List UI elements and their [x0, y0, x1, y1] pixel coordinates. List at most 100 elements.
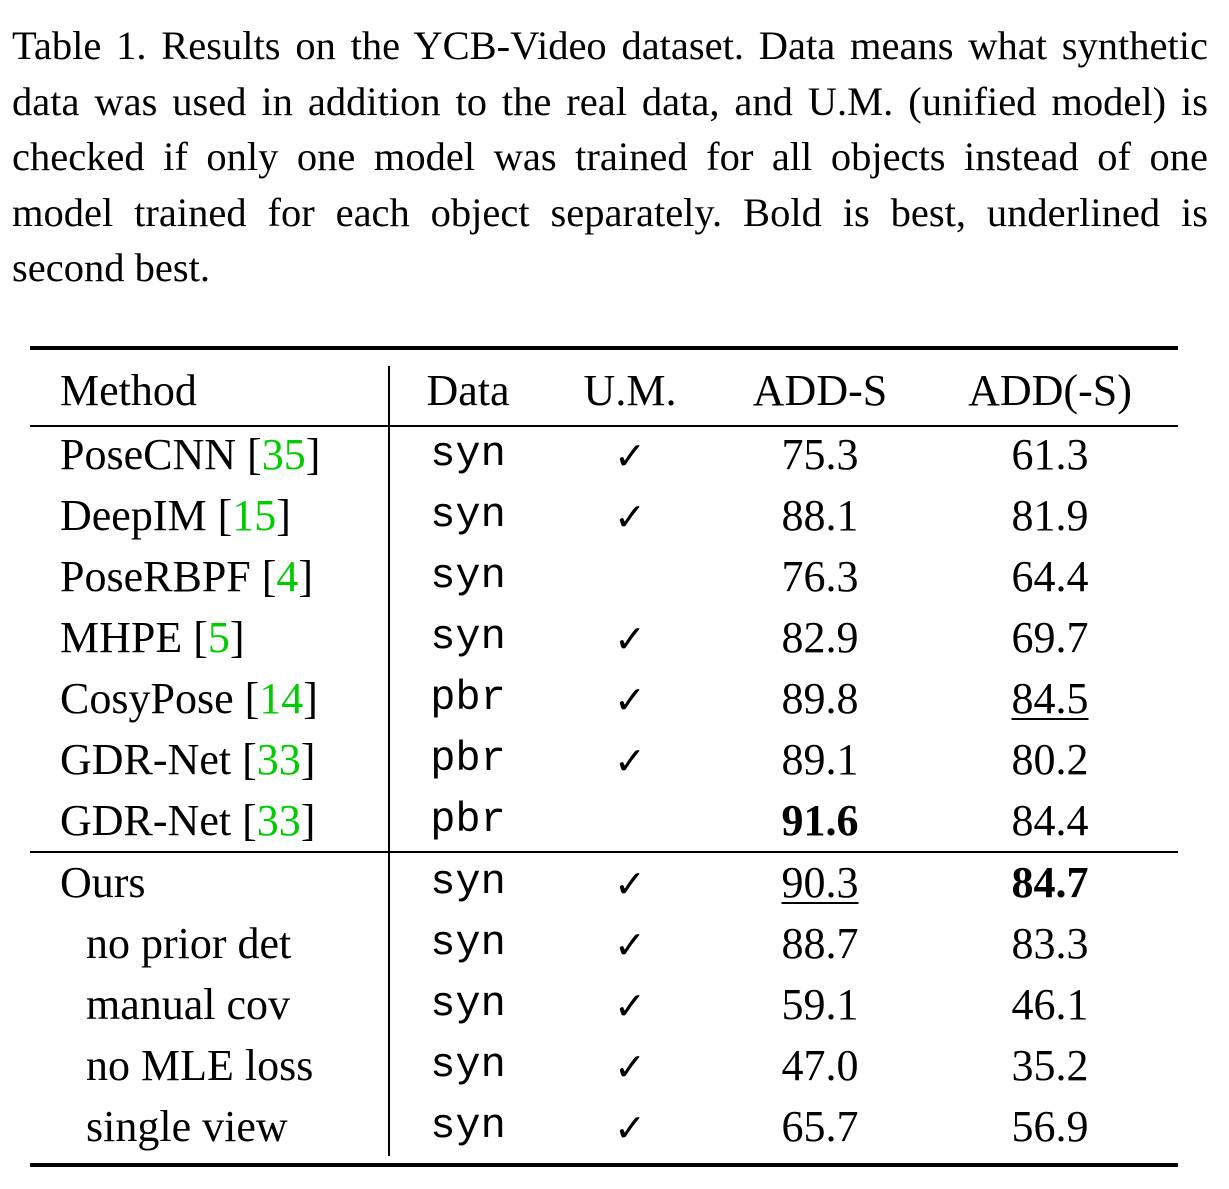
- um-cell: ✓: [570, 424, 690, 487]
- um-cell: ✓: [570, 607, 690, 670]
- header-rule: [30, 425, 1178, 427]
- table-row: single view syn ✓ 65.7 56.9: [30, 1096, 1178, 1157]
- table-row: no prior det syn ✓ 88.7 83.3: [30, 913, 1178, 974]
- table-row: GDR-Net [33] pbr 91.6 84.4: [30, 790, 1178, 851]
- table-row: MHPE [5] syn ✓ 82.9 69.7: [30, 607, 1178, 668]
- table-row: CosyPose [14] pbr ✓ 89.8 84.5: [30, 668, 1178, 729]
- adds-cell: 75.3: [781, 430, 859, 479]
- table-row: no MLE loss syn ✓ 47.0 35.2: [30, 1035, 1178, 1096]
- header-add: ADD(-S): [968, 366, 1132, 415]
- header-method: Method: [60, 366, 197, 415]
- table-row: PoseCNN [35] syn ✓ 75.3 61.3: [30, 424, 1178, 485]
- data-cell: syn: [430, 858, 506, 906]
- method-cell: CosyPose [14]: [60, 674, 318, 723]
- citation-link[interactable]: 14: [259, 674, 304, 723]
- add-cell: 35.2: [1011, 1041, 1089, 1090]
- column-divider: [388, 366, 390, 1156]
- citation-link[interactable]: 15: [232, 491, 277, 540]
- check-icon: ✓: [614, 984, 646, 1028]
- adds-cell: 76.3: [781, 552, 859, 601]
- method-cell: MHPE [5]: [60, 613, 245, 662]
- method-cell: GDR-Net [33]: [60, 735, 316, 784]
- data-cell: pbr: [430, 735, 506, 783]
- citation-link[interactable]: 33: [256, 735, 301, 784]
- method-cell: GDR-Net [33]: [60, 796, 316, 845]
- add-cell: 84.4: [1011, 796, 1089, 845]
- data-cell: syn: [430, 1041, 506, 1089]
- table-row: Ours syn ✓ 90.3 84.7: [30, 852, 1178, 913]
- method-cell: DeepIM [15]: [60, 491, 291, 540]
- check-icon: ✓: [614, 739, 646, 783]
- data-cell: syn: [430, 491, 506, 539]
- adds-cell: 59.1: [781, 980, 859, 1029]
- section-rule: [30, 851, 1178, 853]
- adds-cell: 89.8: [781, 674, 859, 723]
- check-icon: ✓: [614, 678, 646, 722]
- data-cell: syn: [430, 919, 506, 967]
- table-row: manual cov syn ✓ 59.1 46.1: [30, 974, 1178, 1035]
- add-cell: 64.4: [1011, 552, 1089, 601]
- header-um: U.M.: [583, 366, 677, 415]
- method-cell: PoseRBPF [4]: [60, 552, 314, 601]
- um-cell: ✓: [570, 852, 690, 915]
- add-cell-second-best: 84.5: [1011, 674, 1089, 723]
- data-cell: syn: [430, 552, 506, 600]
- add-cell: 69.7: [1011, 613, 1089, 662]
- data-cell: syn: [430, 430, 506, 478]
- data-cell: syn: [430, 613, 506, 661]
- data-cell: pbr: [430, 674, 506, 722]
- data-cell: syn: [430, 980, 506, 1028]
- adds-cell: 88.1: [781, 491, 859, 540]
- table-caption: Table 1. Results on the YCB-Video datase…: [12, 23, 1208, 290]
- method-cell: single view: [86, 1102, 288, 1151]
- check-icon: ✓: [614, 434, 646, 478]
- adds-cell: 65.7: [781, 1102, 859, 1151]
- add-cell: 83.3: [1011, 919, 1089, 968]
- citation-link[interactable]: 4: [276, 552, 299, 601]
- method-cell: PoseCNN [35]: [60, 430, 321, 479]
- add-cell: 56.9: [1011, 1102, 1089, 1151]
- add-cell: 81.9: [1011, 491, 1089, 540]
- method-cell: manual cov: [86, 980, 291, 1029]
- data-cell: syn: [430, 1102, 506, 1150]
- um-cell: [570, 546, 690, 607]
- adds-cell: 89.1: [781, 735, 859, 784]
- header-row: Method Data U.M. ADD-S ADD(-S): [30, 360, 1178, 421]
- method-cell: no prior det: [86, 919, 292, 968]
- adds-cell-second-best: 90.3: [781, 858, 859, 907]
- adds-cell-best: 91.6: [781, 796, 859, 845]
- adds-cell: 47.0: [781, 1041, 859, 1090]
- top-rule: [30, 346, 1178, 350]
- add-cell: 61.3: [1011, 430, 1089, 479]
- check-icon: ✓: [614, 862, 646, 906]
- um-cell: ✓: [570, 485, 690, 548]
- check-icon: ✓: [614, 1045, 646, 1089]
- method-cell: Ours: [60, 858, 146, 907]
- um-cell: ✓: [570, 1096, 690, 1159]
- header-adds: ADD-S: [752, 366, 888, 415]
- add-cell: 46.1: [1011, 980, 1089, 1029]
- check-icon: ✓: [614, 617, 646, 661]
- adds-cell: 82.9: [781, 613, 859, 662]
- um-cell: ✓: [570, 1035, 690, 1098]
- data-cell: pbr: [430, 796, 506, 844]
- um-cell: ✓: [570, 668, 690, 731]
- check-icon: ✓: [614, 923, 646, 967]
- table-row: GDR-Net [33] pbr ✓ 89.1 80.2: [30, 729, 1178, 790]
- um-cell: [570, 790, 690, 851]
- method-cell: no MLE loss: [86, 1041, 314, 1090]
- citation-link[interactable]: 35: [261, 430, 306, 479]
- um-cell: ✓: [570, 729, 690, 792]
- adds-cell: 88.7: [781, 919, 859, 968]
- um-cell: ✓: [570, 974, 690, 1037]
- bottom-rule: [30, 1163, 1178, 1167]
- citation-link[interactable]: 5: [207, 613, 230, 662]
- add-cell: 80.2: [1011, 735, 1089, 784]
- header-data: Data: [426, 366, 510, 415]
- check-icon: ✓: [614, 1106, 646, 1150]
- table-row: DeepIM [15] syn ✓ 88.1 81.9: [30, 485, 1178, 546]
- citation-link[interactable]: 33: [256, 796, 301, 845]
- add-cell-best: 84.7: [1011, 858, 1089, 907]
- check-icon: ✓: [614, 495, 646, 539]
- um-cell: ✓: [570, 913, 690, 976]
